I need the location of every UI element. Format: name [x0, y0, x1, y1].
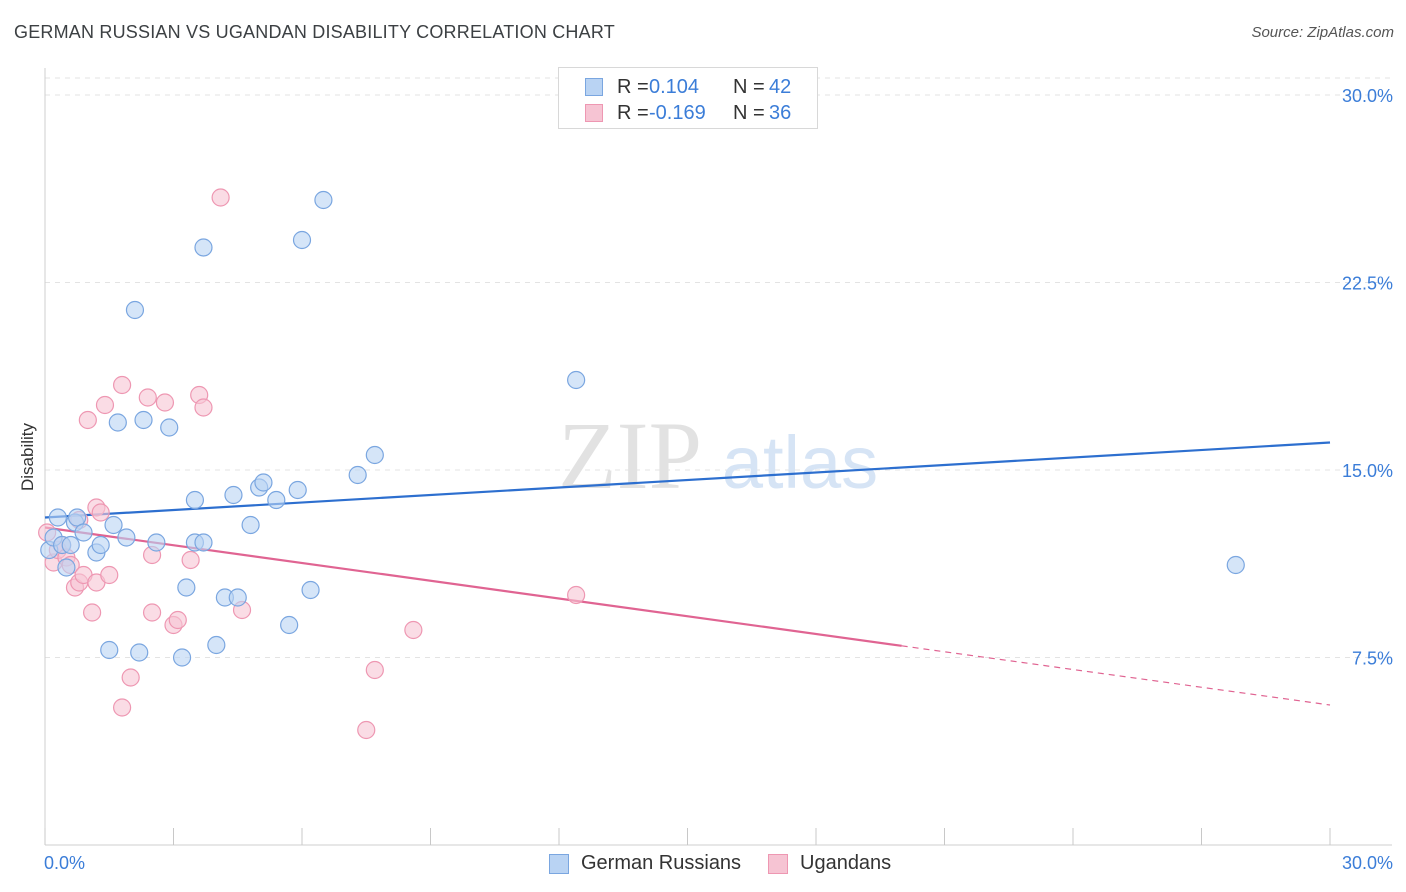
watermark-zip: ZIP: [558, 402, 702, 509]
german-russian-point: [567, 370, 586, 390]
german-russian-point: [194, 533, 213, 552]
german-russian-point: [108, 413, 127, 432]
ugandan-point: [112, 375, 132, 395]
n-label: N =: [733, 102, 765, 124]
ugandan-point: [121, 668, 140, 687]
german-russian-point: [292, 230, 312, 250]
n-label: N =: [733, 76, 765, 98]
n-value: 36: [769, 102, 792, 124]
german-russian-point: [228, 588, 247, 607]
trend-line-german-russians: [44, 441, 1331, 519]
ugandan-point: [567, 585, 586, 605]
gridlines: [45, 77, 1392, 658]
german-russian-point: [185, 490, 205, 510]
legend-swatch-pink: [768, 854, 788, 874]
ugandan-point: [112, 698, 132, 717]
legend-swatch-blue: [585, 78, 603, 96]
german-russian-point: [134, 410, 153, 430]
y-axis-label: Disability: [18, 422, 37, 492]
german-russian-point: [267, 490, 286, 510]
german-russian-point: [117, 528, 136, 547]
german-russian-point: [194, 238, 213, 257]
german-russian-point: [241, 515, 260, 535]
ugandan-point: [168, 610, 187, 630]
legend-swatch-blue: [549, 854, 569, 874]
ugandan-point: [181, 550, 200, 570]
tick-labels: 7.5% 15.0% 22.5% 30.0% 0.0% 30.0%: [44, 86, 1393, 873]
x-tick-label: 0.0%: [44, 853, 85, 873]
ugandan-point: [138, 388, 157, 407]
german-russian-point: [280, 615, 299, 635]
ugandan-point: [211, 188, 230, 207]
ugandan-point: [194, 398, 213, 417]
ugandan-point: [78, 410, 97, 430]
r-value: -0.169: [649, 102, 706, 124]
watermark-atlas: atlas: [722, 421, 878, 504]
german-russian-point: [224, 485, 243, 505]
german-russian-point: [254, 473, 273, 492]
german-russian-point: [1226, 555, 1245, 575]
german-russian-point: [100, 640, 119, 660]
german-russian-point: [348, 465, 367, 485]
german-russian-point: [74, 523, 93, 542]
y-tick-label: 22.5%: [1342, 274, 1393, 294]
german-russian-point: [160, 418, 179, 437]
trend-line-extension: [901, 645, 1331, 706]
chart-title: GERMAN RUSSIAN VS UGANDAN DISABILITY COR…: [14, 22, 615, 42]
r-label: R =: [617, 102, 649, 124]
german-russian-point: [177, 578, 196, 597]
german-russian-point: [104, 515, 123, 535]
ugandan-point: [95, 395, 115, 415]
ugandan-points: [38, 188, 586, 740]
watermark: ZIP atlas: [558, 402, 878, 509]
german-russian-point: [301, 580, 320, 600]
german-russian-point: [172, 648, 192, 667]
ugandan-point: [155, 393, 175, 412]
y-tick-label: 30.0%: [1342, 86, 1393, 106]
axes: [44, 68, 1392, 846]
x-tick-label: 30.0%: [1342, 853, 1393, 873]
ugandan-point: [357, 720, 376, 740]
ugandan-point: [142, 603, 162, 622]
n-value: 42: [769, 76, 792, 98]
y-tick-label: 15.0%: [1342, 461, 1393, 481]
german-russian-point: [147, 533, 166, 552]
r-label: R =: [617, 76, 649, 98]
ugandan-point: [404, 620, 423, 640]
german-russian-point: [57, 558, 76, 577]
ugandan-point: [91, 503, 110, 522]
german-russian-point: [314, 190, 333, 210]
legend-label: German Russians: [581, 852, 742, 874]
ugandan-point: [83, 603, 102, 622]
german-russian-point: [288, 480, 307, 500]
german-russian-point: [61, 535, 80, 555]
r-value: 0.104: [649, 76, 700, 98]
legend-swatch-pink: [585, 104, 603, 122]
legend-label: Ugandans: [800, 852, 892, 874]
source-label: Source: ZipAtlas.com: [1251, 24, 1394, 41]
german-russian-point: [48, 508, 67, 527]
ugandan-point: [365, 660, 384, 680]
german-russian-point: [91, 535, 110, 555]
german-russian-point: [207, 635, 226, 655]
ugandan-point: [100, 565, 119, 585]
german-russian-point: [130, 643, 149, 662]
german-russian-point: [365, 445, 384, 465]
german-russian-points: [40, 190, 1245, 667]
german-russian-point: [68, 508, 87, 527]
correlation-legend: R = 0.104 N = 42 R = -0.169 N = 36: [558, 67, 818, 129]
german-russian-point: [125, 300, 145, 320]
y-tick-label: 7.5%: [1352, 649, 1393, 669]
